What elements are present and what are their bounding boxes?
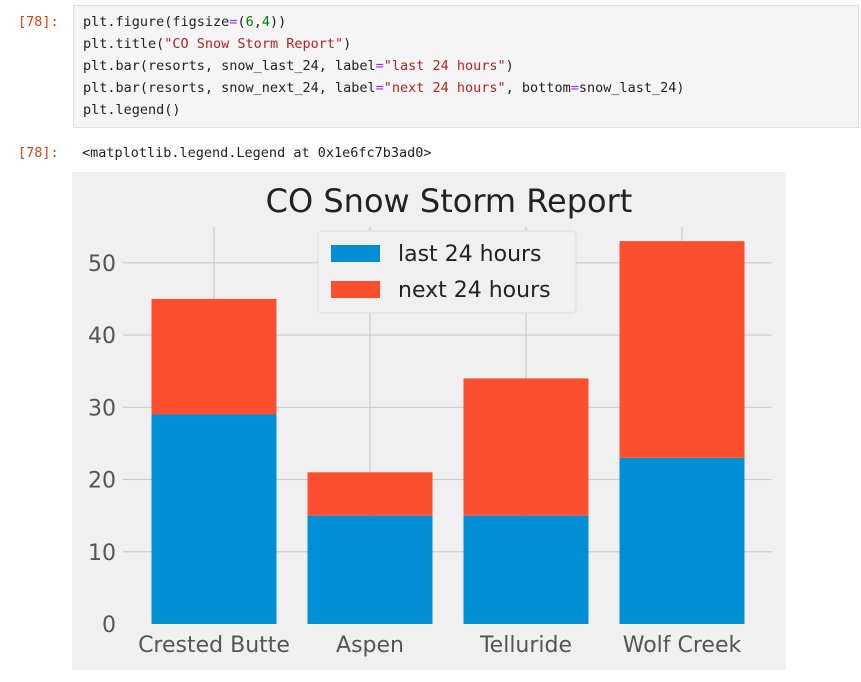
code-token: 4 — [261, 14, 271, 30]
code-token: plt.bar(resorts, snow_last_24, label — [83, 58, 376, 74]
code-token: , bottom — [505, 80, 571, 96]
code-token: )) — [270, 14, 287, 30]
x-tick-label: Crested Butte — [138, 633, 290, 658]
legend-swatch — [331, 245, 380, 262]
y-tick-label: 40 — [88, 324, 116, 349]
code-token: snow_last_24) — [578, 80, 685, 96]
code-line: plt.legend() — [83, 99, 181, 121]
code-token: "next 24 hours" — [383, 80, 506, 96]
y-tick-label: 0 — [102, 613, 116, 638]
code-token: "last 24 hours" — [383, 58, 506, 74]
bar-last-24 — [619, 457, 745, 624]
x-tick-label: Telluride — [479, 633, 572, 658]
code-token: "CO Snow Storm Report" — [164, 36, 344, 52]
code-token: = — [229, 14, 238, 30]
code-token: ) — [343, 36, 352, 52]
code-token: plt.bar(resorts, snow_next_24, label — [83, 80, 376, 96]
legend-label: next 24 hours — [398, 278, 551, 303]
bar-next-24 — [463, 378, 589, 516]
code-token: ( — [237, 14, 246, 30]
code-token: plt.title( — [83, 36, 165, 52]
y-tick-label: 30 — [88, 396, 116, 421]
x-tick-label: Wolf Creek — [623, 633, 742, 658]
code-token: plt.figure(figsize — [83, 14, 230, 30]
code-line: plt.bar(resorts, snow_last_24, label="la… — [83, 55, 514, 77]
code-line: plt.bar(resorts, snow_next_24, label="ne… — [83, 77, 685, 99]
y-tick-label: 20 — [88, 469, 116, 494]
bar-last-24 — [307, 515, 433, 624]
code-token: = — [375, 58, 384, 74]
y-tick-label: 10 — [88, 541, 116, 566]
code-line: plt.figure(figsize=(6,4)) — [83, 11, 286, 33]
bar-chart: 0 10 20 30 40 50 Crested Butte Aspen Telluride Wo… — [72, 172, 786, 670]
code-token: plt.legend() — [83, 102, 181, 118]
bar-last-24 — [463, 515, 589, 624]
chart-output: 0 10 20 30 40 50 Crested Butte Aspen Telluride Wo… — [72, 172, 786, 670]
bar-next-24 — [307, 472, 433, 516]
code-token: , — [253, 14, 262, 30]
bar-next-24 — [151, 298, 277, 415]
y-tick-label: 50 — [88, 252, 116, 277]
legend-label: last 24 hours — [398, 242, 542, 267]
bar-next-24 — [619, 241, 745, 458]
legend-box — [317, 230, 577, 314]
input-cell[interactable]: [78]: plt.figure(figsize=(6,4)) plt.title… — [0, 0, 861, 132]
code-line: plt.title("CO Snow Storm Report") — [83, 33, 351, 55]
code-token: = — [570, 80, 579, 96]
code-editor[interactable]: plt.figure(figsize=(6,4)) plt.title("CO S… — [73, 5, 859, 128]
code-token: = — [375, 80, 384, 96]
x-tick-label: Aspen — [336, 633, 404, 658]
code-token: ) — [505, 58, 514, 74]
code-token: 6 — [245, 14, 254, 30]
bar-last-24 — [151, 414, 277, 624]
output-cell: [78]: — [0, 132, 861, 682]
chart-title: CO Snow Storm Report — [266, 182, 633, 220]
legend-swatch — [331, 281, 380, 298]
output-prompt: [78]: — [18, 145, 59, 161]
output-text: <matplotlib.legend.Legend at 0x1e6fc7b3a… — [82, 145, 432, 161]
input-prompt: [78]: — [18, 14, 59, 30]
